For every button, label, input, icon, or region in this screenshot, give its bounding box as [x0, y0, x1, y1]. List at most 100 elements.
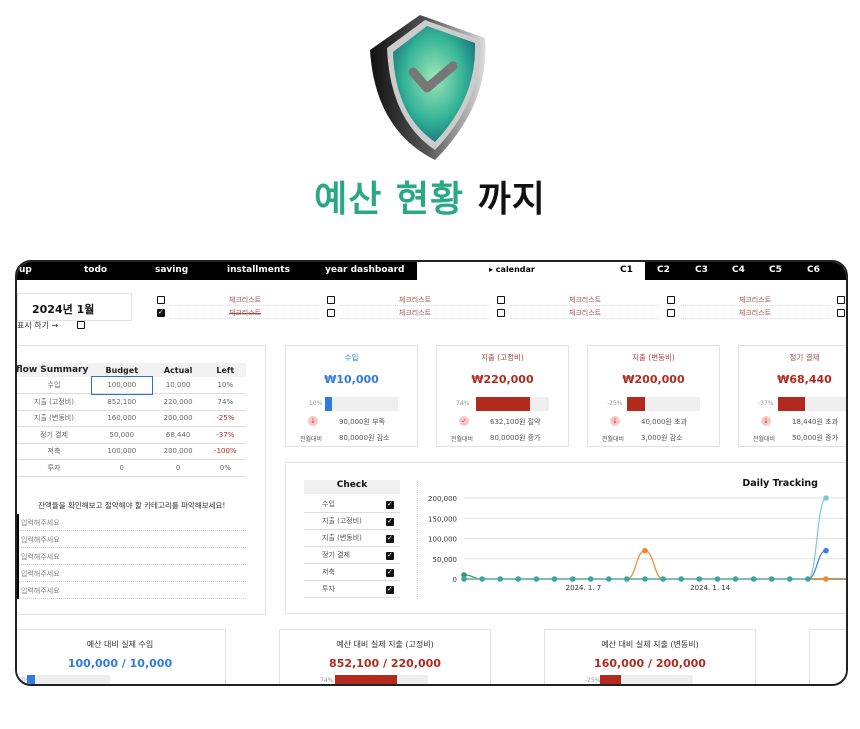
check-icon: ✓ — [459, 416, 469, 426]
card-progress — [627, 397, 700, 411]
data-point — [551, 576, 558, 582]
checklist-checkbox[interactable] — [157, 296, 165, 304]
col-budget: Budget — [92, 363, 152, 377]
checklist-checkbox[interactable] — [497, 296, 505, 304]
card-status: 90,000원 부족 — [339, 418, 386, 426]
tab-calendar[interactable]: ▸ calendar — [489, 265, 535, 274]
memo-input[interactable]: 입력해주세요 — [19, 514, 246, 531]
month-cell[interactable]: 2024년 1월 — [17, 293, 132, 321]
checklist-checkbox[interactable] — [667, 309, 675, 317]
budget-cell[interactable]: 100,000 — [91, 376, 153, 395]
summary-row: 저축 100,000 200,000 -100% — [17, 443, 246, 460]
data-point — [678, 576, 684, 582]
card-compare-label: 전월대비 — [602, 436, 625, 443]
checklist-checkbox[interactable] — [837, 309, 845, 317]
spreadsheet-window: up todo saving installments year dashboa… — [15, 260, 848, 686]
data-point — [479, 576, 485, 582]
check-item-label: 투자 — [304, 581, 400, 598]
checklist-checkbox[interactable] — [327, 309, 335, 317]
actual-cell: 10,000 — [151, 377, 205, 394]
card-pct: -25% — [607, 400, 623, 407]
bottom-card-progress — [335, 675, 428, 684]
card-title: 정기 결제 — [789, 353, 820, 362]
data-point — [497, 576, 503, 582]
check-item-checkbox[interactable] — [386, 517, 394, 526]
memo-input[interactable]: 입력해주세요 — [19, 582, 246, 599]
card-pct: 74% — [456, 400, 470, 407]
show-label: 표시 하기 → — [17, 321, 59, 330]
chart-title: Daily Tracking — [742, 478, 818, 489]
tab-c5[interactable]: C5 — [769, 265, 782, 275]
checklist-checkbox[interactable] — [837, 296, 845, 304]
row-label: 지출 (고정비) — [17, 393, 92, 411]
checklist-item[interactable]: 체크리스트 — [680, 295, 830, 306]
budget-cell[interactable]: 100,000 — [92, 443, 152, 460]
budget-cell[interactable]: 50,000 — [92, 426, 152, 444]
budget-cell[interactable]: 160,000 — [92, 410, 152, 427]
tab-c6[interactable]: C6 — [807, 265, 820, 275]
data-point — [823, 547, 829, 554]
check-item-checkbox[interactable] — [386, 585, 394, 594]
tab-year-dashboard[interactable]: year dashboard — [325, 265, 405, 275]
bottom-card-title: 예산 대비 실제 지출 (고정비) — [336, 640, 434, 649]
budget-cell[interactable]: 852,100 — [92, 393, 152, 411]
checklist-item[interactable]: 체크리스트 — [680, 308, 830, 319]
check-item-checkbox[interactable] — [386, 568, 394, 577]
arrow-down-icon: ↓ — [761, 416, 771, 426]
card-amount: ₩200,000 — [622, 373, 685, 386]
budget-cell[interactable]: 0 — [92, 459, 152, 477]
check-item-checkbox[interactable] — [386, 534, 394, 543]
tab-c3[interactable]: C3 — [695, 265, 708, 275]
checklist-item[interactable]: 체크리스트 — [340, 308, 490, 319]
check-item-label: 지출 (변동비) — [304, 530, 400, 547]
tab-c1[interactable]: C1 — [620, 265, 633, 275]
tab-todo[interactable]: todo — [84, 265, 108, 275]
left-cell: 0% — [204, 459, 246, 477]
summary-row: 지출 (고정비) 852,100 220,000 74% — [17, 393, 246, 411]
summary-card: 정기 결제 ₩68,440 -37% ↓ 18,440원 초과 전월대비 50,… — [738, 345, 846, 447]
row-label: 정기 결제 — [17, 426, 92, 444]
left-cell: 10% — [204, 377, 246, 394]
shield-check-icon — [370, 15, 486, 160]
data-point — [624, 576, 630, 582]
bottom-card-title: 예산 대비 실제 수입 — [86, 640, 154, 649]
summary-title: flow Summary — [17, 363, 92, 377]
checklist-checkbox[interactable] — [497, 309, 505, 317]
memo-input[interactable]: 입력해주세요 — [19, 548, 246, 565]
checklist-item[interactable]: 체크리스트 — [340, 295, 490, 306]
bottom-card: 예산 대비 실제 수입 100,000 / 10,000 10% — [17, 629, 226, 684]
checklist-checkbox[interactable] — [157, 308, 165, 317]
check-item-checkbox[interactable] — [386, 551, 394, 560]
arrow-down-icon: ↓ — [610, 416, 620, 426]
card-progress — [778, 397, 846, 411]
checklist-checkbox[interactable] — [667, 296, 675, 304]
actual-cell: 68,440 — [151, 426, 205, 444]
data-point — [696, 576, 703, 582]
checklist-item[interactable]: 체크리스트 — [510, 308, 660, 319]
tab-saving[interactable]: saving — [155, 265, 189, 275]
card-status: 632,100원 절약 — [490, 418, 541, 426]
tab-installments[interactable]: installments — [227, 265, 290, 275]
tab-up[interactable]: up — [19, 265, 32, 275]
sheet-tabs: up todo saving installments year dashboa… — [17, 262, 846, 280]
summary-row: 지출 (변동비) 160,000 200,000 -25% — [17, 410, 246, 427]
checklist-item[interactable]: 체크리스트 — [170, 295, 320, 306]
checklist-item[interactable]: 체크리스트 — [510, 295, 660, 306]
headline-black: 까지 — [477, 179, 546, 220]
y-tick-label: 50,000 — [433, 556, 458, 564]
check-item-label: 저축 — [304, 564, 400, 581]
left-cell: -100% — [204, 443, 246, 460]
show-checkbox[interactable] — [77, 321, 85, 329]
memo-input[interactable]: 입력해주세요 — [19, 531, 246, 548]
card-compare-label: 전월대비 — [451, 436, 474, 443]
check-item-checkbox[interactable] — [386, 500, 394, 509]
checklist-item[interactable]: 체크리스트 — [170, 308, 320, 319]
checklist-checkbox[interactable] — [327, 296, 335, 304]
data-point — [732, 576, 739, 582]
tab-c4[interactable]: C4 — [732, 265, 745, 275]
memo-input[interactable]: 입력해주세요 — [19, 565, 246, 582]
bottom-card: -37% — [809, 629, 846, 684]
data-point — [533, 576, 540, 582]
tab-c2[interactable]: C2 — [657, 265, 670, 275]
bottom-card-value: 852,100 / 220,000 — [329, 657, 441, 670]
